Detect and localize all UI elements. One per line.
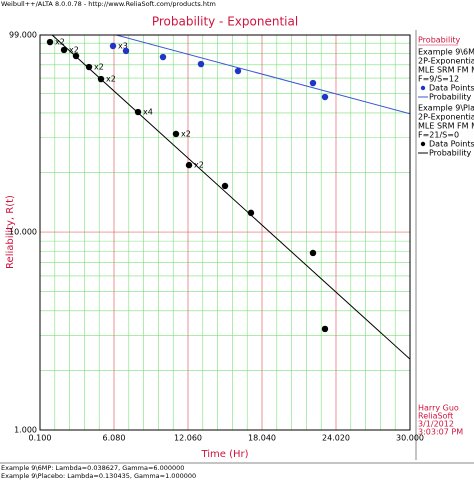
data-point <box>109 42 117 50</box>
data-point <box>197 60 205 68</box>
legend-text: Data Points <box>429 84 474 93</box>
y-tick-label: 1.000 <box>14 426 37 435</box>
data-point <box>321 325 329 333</box>
legend-series-name: Example 9\Placebo <box>418 104 474 113</box>
legend-text: Probability Line <box>429 93 474 102</box>
data-point <box>159 53 167 61</box>
data-point <box>247 209 255 217</box>
data-point <box>122 47 130 55</box>
x-tick-label: 0.100 <box>29 434 52 443</box>
data-point <box>309 79 317 87</box>
y-axis-label: Reliability, R(t) <box>5 195 16 269</box>
x-tick-label: 6.080 <box>103 434 126 443</box>
data-point <box>97 75 105 83</box>
footer-text: Example 9\6MP: Lambda=0.038627, Gamma=6.… <box>1 464 184 472</box>
x-tick-label: 30.000 <box>396 434 424 443</box>
point-label: x3 <box>118 42 128 51</box>
legend-text: F=9/S=12 <box>418 75 459 84</box>
data-point <box>85 63 93 71</box>
point-label: x2 <box>181 129 191 138</box>
legend-text: Probability Line <box>429 149 474 158</box>
data-point <box>60 46 68 54</box>
point-label: x2 <box>69 45 79 54</box>
probability-line <box>116 35 410 115</box>
header: Weibull++/ALTA 8.0.0.78 - http://www.Rel… <box>1 0 216 8</box>
point-label: x2 <box>94 63 104 72</box>
chart-title: Probability - Exponential <box>152 15 298 29</box>
legend-text: MLE SRM FM MED <box>418 66 474 75</box>
data-point <box>46 38 54 46</box>
data-point <box>185 161 193 169</box>
probability-line <box>51 35 410 360</box>
data-point <box>321 93 329 101</box>
legend-series-name: Example 9\6MP <box>418 48 474 57</box>
legend-text: 2P-Exponential <box>418 57 474 66</box>
data-point <box>221 182 229 190</box>
signature: ReliaSoft <box>418 412 453 421</box>
footer-text: Example 9\Placebo: Lambda=0.130435, Gamm… <box>1 472 196 480</box>
legend-text: Data Points <box>429 140 474 149</box>
x-axis-label: Time (Hr) <box>200 449 248 460</box>
x-tick-label: 18.040 <box>248 434 276 443</box>
footer: Example 9\6MP: Lambda=0.038627, Gamma=6.… <box>1 464 196 480</box>
data-point <box>134 108 142 116</box>
x-tick-label: 12.060 <box>174 434 202 443</box>
x-tick-label: 24.020 <box>322 434 350 443</box>
data-point <box>172 130 180 138</box>
point-label: x4 <box>143 108 153 117</box>
plot-frame <box>39 34 411 431</box>
point-label: x2 <box>106 75 116 84</box>
point-label: x2 <box>194 161 204 170</box>
data-point <box>234 67 242 75</box>
legend-point-icon <box>420 85 426 91</box>
data-point <box>309 249 317 257</box>
lines <box>51 35 410 360</box>
signature: Harry Guo <box>418 404 459 413</box>
point-label: x2 <box>55 38 65 47</box>
signature: 3/1/2012 <box>418 420 454 429</box>
legend-title: Probability <box>418 36 461 45</box>
y-tick-label: 10.000 <box>9 228 37 237</box>
legend-text: MLE SRM FM MED <box>418 122 474 131</box>
legend-text: F=21/S=0 <box>418 131 459 140</box>
signature: 3:03:07 PM <box>418 428 463 437</box>
legend-point-icon <box>420 141 426 147</box>
legend-text: 2P-Exponential <box>418 113 474 122</box>
y-tick-label: 99.000 <box>9 31 37 40</box>
data-point <box>72 52 80 60</box>
